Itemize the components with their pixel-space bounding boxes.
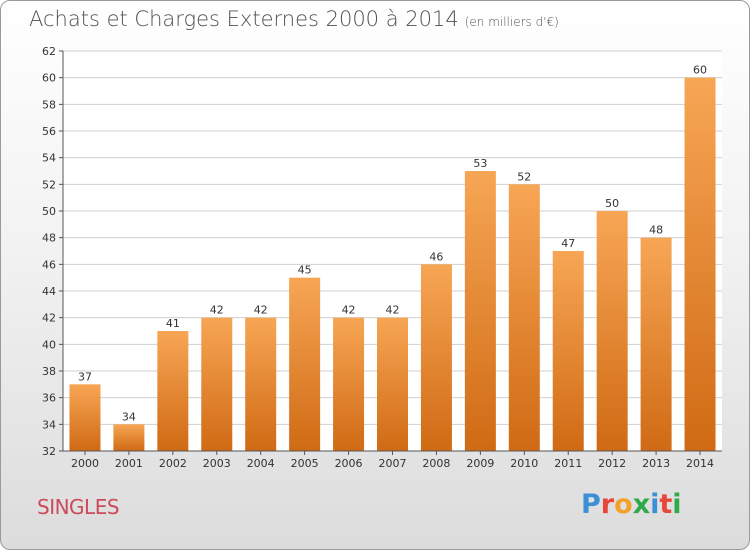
bar-2007[interactable] [377,317,408,451]
bar-2004[interactable] [245,317,277,451]
bar-value-label: 50 [605,197,619,210]
y-tick-label: 46 [42,258,56,271]
bar-2008[interactable] [420,264,452,451]
y-tick-label: 52 [42,178,56,191]
bar-2005[interactable] [289,277,321,451]
bar-2001[interactable] [113,424,145,451]
bar-value-label: 53 [473,157,487,170]
proxiti-logo[interactable]: Proxiti [581,489,682,520]
y-tick-label: 62 [42,45,56,58]
logo-letter: o [614,489,633,520]
bar-2009[interactable] [464,171,496,451]
x-tick-label: 2013 [642,457,670,470]
x-tick-label: 2001 [115,457,143,470]
y-tick-label: 40 [42,338,56,351]
logo-letter: r [600,489,615,520]
bar-value-label: 42 [254,304,268,317]
x-tick-label: 2014 [686,457,714,470]
bar-value-label: 52 [517,170,531,183]
x-tick-label: 2006 [335,457,363,470]
y-tick-label: 54 [42,152,56,165]
bar-value-label: 48 [649,224,663,237]
bar-2003[interactable] [201,317,233,451]
chart-title: Achats et Charges Externes 2000 à 2014 (e… [29,7,559,31]
x-tick-label: 2005 [291,457,319,470]
title-text: Achats et Charges Externes 2000 à 2014 [29,7,459,31]
bar-value-label: 46 [429,250,443,263]
x-tick-label: 2012 [598,457,626,470]
bar-2006[interactable] [333,317,365,451]
bar-value-label: 47 [561,237,575,250]
logo-letter: i [672,489,682,520]
bar-2011[interactable] [552,251,584,451]
bar-2010[interactable] [508,184,540,452]
x-axis: 2000 2001 2002 2003 2004 2005 2006 2007 2008 2009… [71,451,714,470]
logo-letter: i [650,489,660,520]
logo-letter: P [581,489,601,520]
y-tick-label: 36 [42,392,56,405]
y-tick-label: 58 [42,98,56,111]
x-tick-label: 2002 [159,457,187,470]
chart-subtitle: (en milliers d'€) [464,15,559,29]
commune-name: SINGLES [37,495,120,519]
bar-value-label: 42 [386,304,400,317]
y-tick-label: 60 [42,72,56,85]
logo-letter: x [632,489,651,520]
bar-2014[interactable] [684,77,716,452]
x-tick-label: 2009 [466,457,494,470]
x-tick-label: 2007 [379,457,407,470]
x-tick-label: 2004 [247,457,275,470]
logo-letter: t [659,489,673,520]
bar-value-label: 34 [122,410,136,423]
y-tick-label: 48 [42,232,56,245]
y-tick-label: 56 [42,125,56,138]
bar-value-label: 42 [342,304,356,317]
bar-value-label: 37 [78,370,92,383]
y-tick-label: 34 [42,418,56,431]
bar-2012[interactable] [596,211,628,451]
y-tick-label: 42 [42,312,56,325]
y-tick-label: 50 [42,205,56,218]
bars: 37 34 41 42 42 45 42 42 46 53 52 47 50 48 60 [69,64,716,452]
y-tick-label: 32 [42,445,56,458]
bar-value-label: 42 [210,304,224,317]
bar-2000[interactable] [69,384,101,451]
x-tick-label: 2011 [554,457,582,470]
bar-value-label: 45 [298,264,312,277]
x-tick-label: 2000 [71,457,99,470]
x-tick-label: 2008 [422,457,450,470]
bar-2013[interactable] [640,237,672,451]
y-tick-label: 44 [42,285,56,298]
x-tick-label: 2010 [510,457,538,470]
bar-value-label: 60 [693,64,707,77]
bar-value-label: 41 [166,317,180,330]
y-tick-label: 38 [42,365,56,378]
bar-2002[interactable] [157,331,189,451]
x-tick-label: 2003 [203,457,231,470]
y-axis: 32 34 36 38 40 42 44 46 48 50 52 54 56 58 60 62 [42,45,63,458]
